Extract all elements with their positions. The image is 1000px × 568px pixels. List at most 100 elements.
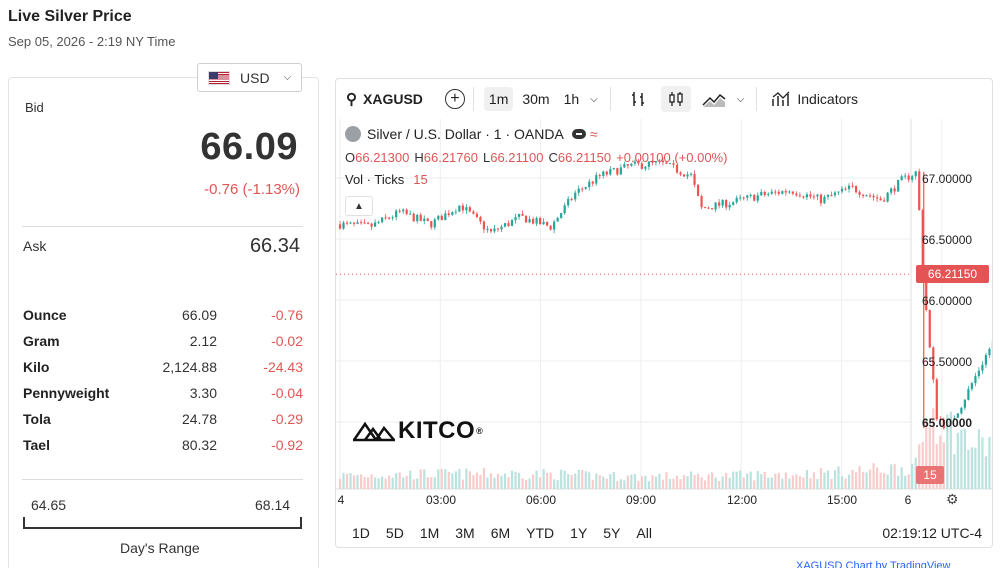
volume-bar xyxy=(791,475,794,489)
candle-body xyxy=(668,163,672,165)
interval-1h-button[interactable]: 1h xyxy=(563,91,580,107)
volume-bar xyxy=(472,475,475,489)
range-6m-button[interactable]: 6M xyxy=(490,525,511,541)
currency-select[interactable]: USD ⌵ xyxy=(197,63,302,92)
candle-body xyxy=(440,215,443,221)
settings-gear-icon[interactable]: ⚙ xyxy=(946,491,959,507)
volume-bar xyxy=(356,475,359,489)
volume-bar xyxy=(577,469,580,489)
volume-bar xyxy=(788,478,791,489)
volume-bar xyxy=(675,475,679,489)
volume-bar xyxy=(458,468,461,489)
candle-body xyxy=(430,221,433,228)
chevron-down-icon[interactable]: ⌵ xyxy=(736,93,745,105)
volume-bar xyxy=(833,470,837,489)
volume-bar xyxy=(489,473,493,489)
volume-bar xyxy=(493,477,496,489)
tradingview-link[interactable]: XAGUSD Chart by TradingView xyxy=(796,560,951,568)
candle-body xyxy=(388,217,391,219)
volume-bar xyxy=(598,475,601,489)
volume-bar xyxy=(953,454,956,489)
range-1d-button[interactable]: 1D xyxy=(352,525,370,541)
unit-name: Pennyweight xyxy=(23,385,110,401)
candle-body xyxy=(784,191,787,193)
x-tick: 06:00 xyxy=(525,493,557,507)
candle-body xyxy=(728,204,731,208)
candle-body xyxy=(630,163,633,166)
volume-bar xyxy=(584,471,587,489)
candle-body xyxy=(517,213,521,217)
interval-30m-button[interactable]: 30m xyxy=(522,91,550,107)
unit-row-pennyweight: Pennyweight 3.30 -0.04 xyxy=(23,380,305,406)
volume-bar xyxy=(503,473,507,489)
hide-icon[interactable] xyxy=(571,129,586,139)
volume-bar xyxy=(784,472,787,489)
volume-bar xyxy=(802,477,805,489)
volume-bar xyxy=(774,473,777,489)
candle-body xyxy=(588,181,591,188)
candle-body xyxy=(398,210,401,212)
volume-bar xyxy=(574,473,577,489)
range-5y-button[interactable]: 5Y xyxy=(603,525,621,541)
range-ytd-button[interactable]: YTD xyxy=(526,525,555,541)
unit-change: -0.29 xyxy=(271,411,303,427)
page-subtitle: Sep 05, 2026 - 2:19 NY Time xyxy=(8,34,176,49)
low-key: L xyxy=(482,150,491,165)
range-all-button[interactable]: All xyxy=(636,525,652,541)
volume-bar xyxy=(686,476,689,489)
volume-bar xyxy=(949,411,952,489)
volume-bar xyxy=(879,472,882,489)
price-chart[interactable] xyxy=(336,119,993,509)
volume-bar xyxy=(861,471,865,489)
ask-value: 66.34 xyxy=(249,235,300,257)
volume-bar xyxy=(700,477,703,489)
candle-body xyxy=(444,213,447,221)
us-flag-icon xyxy=(208,70,230,85)
range-1m-button[interactable]: 1M xyxy=(419,525,440,541)
volume-bar xyxy=(602,476,605,489)
low-value: 66.21100 xyxy=(490,150,544,165)
volume-bar xyxy=(654,476,658,489)
volume-bar xyxy=(381,476,384,489)
volume-bar xyxy=(658,473,661,489)
volume-bar xyxy=(984,456,988,489)
indicators-button[interactable]: Indicators xyxy=(771,90,858,108)
candle-body xyxy=(718,202,721,206)
volume-bar xyxy=(988,436,991,489)
range-3m-button[interactable]: 3M xyxy=(455,525,475,541)
candlestick-style-icon[interactable] xyxy=(660,86,691,112)
symbol-search[interactable]: ⚲ XAGUSD xyxy=(346,90,423,108)
candle-body xyxy=(591,181,594,184)
range-1y-button[interactable]: 1Y xyxy=(570,525,588,541)
volume-bar xyxy=(749,471,752,489)
unit-name: Gram xyxy=(23,333,60,349)
volume-bar xyxy=(521,478,524,489)
bid-change: -0.76 (-1.13%) xyxy=(204,181,300,198)
volume-bar xyxy=(707,474,710,489)
y-tick: 65.50000 xyxy=(922,355,973,369)
chevron-down-icon[interactable]: ⌵ xyxy=(590,93,598,105)
volume-bar xyxy=(907,474,910,489)
candle-body xyxy=(605,171,608,175)
collapse-legend-button[interactable]: ▲ xyxy=(345,196,373,216)
candle-body xyxy=(686,174,689,177)
volume-bar xyxy=(890,464,893,489)
range-5d-button[interactable]: 5D xyxy=(385,525,404,541)
volume-bar xyxy=(830,478,833,489)
volume-bar xyxy=(482,468,486,489)
candle-body xyxy=(493,228,496,232)
candle-body xyxy=(528,219,531,223)
area-style-icon[interactable] xyxy=(699,86,729,112)
candle-body xyxy=(868,195,872,197)
candle-body xyxy=(942,419,945,429)
kitco-wordmark: KITCO xyxy=(398,417,476,444)
candle-body xyxy=(935,379,938,420)
compare-add-icon[interactable]: + xyxy=(444,89,465,109)
candle-body xyxy=(844,188,847,190)
candle-body xyxy=(395,210,398,218)
bar-style-icon[interactable] xyxy=(623,86,653,112)
candle-body xyxy=(907,175,910,180)
candle-body xyxy=(672,163,675,165)
interval-1m-button[interactable]: 1m xyxy=(483,87,514,111)
volume-bar xyxy=(689,471,693,489)
